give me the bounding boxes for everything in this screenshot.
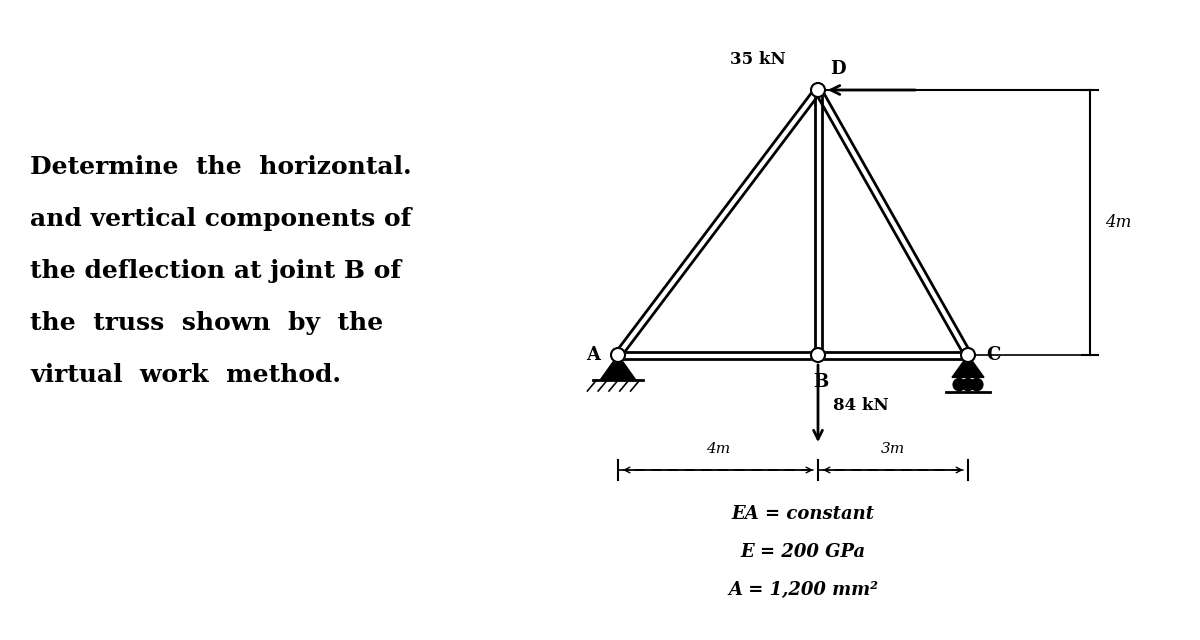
Text: 4m: 4m [1105, 214, 1132, 231]
Polygon shape [600, 355, 636, 380]
Text: D: D [830, 60, 846, 78]
Text: the  truss  shown  by  the: the truss shown by the [30, 311, 383, 335]
Text: A: A [586, 346, 600, 364]
Circle shape [953, 378, 965, 390]
Text: EA = constant: EA = constant [732, 505, 875, 523]
Text: 84 kN: 84 kN [833, 397, 889, 413]
Circle shape [961, 348, 974, 362]
Circle shape [811, 83, 826, 97]
Circle shape [962, 378, 974, 390]
Circle shape [611, 348, 625, 362]
Text: C: C [986, 346, 1001, 364]
Text: the deflection at joint B of: the deflection at joint B of [30, 259, 401, 283]
Text: Determine  the  horizontal.: Determine the horizontal. [30, 155, 412, 179]
Text: and vertical components of: and vertical components of [30, 207, 412, 231]
Text: virtual  work  method.: virtual work method. [30, 363, 341, 387]
Text: A = 1,200 mm²: A = 1,200 mm² [728, 581, 878, 599]
Circle shape [811, 348, 826, 362]
Text: B: B [814, 373, 829, 391]
Text: 4m: 4m [706, 442, 730, 456]
Polygon shape [952, 355, 984, 378]
Text: 35 kN: 35 kN [730, 51, 786, 68]
Text: E = 200 GPa: E = 200 GPa [740, 543, 865, 561]
Circle shape [971, 378, 983, 390]
Text: 3m: 3m [881, 442, 905, 456]
